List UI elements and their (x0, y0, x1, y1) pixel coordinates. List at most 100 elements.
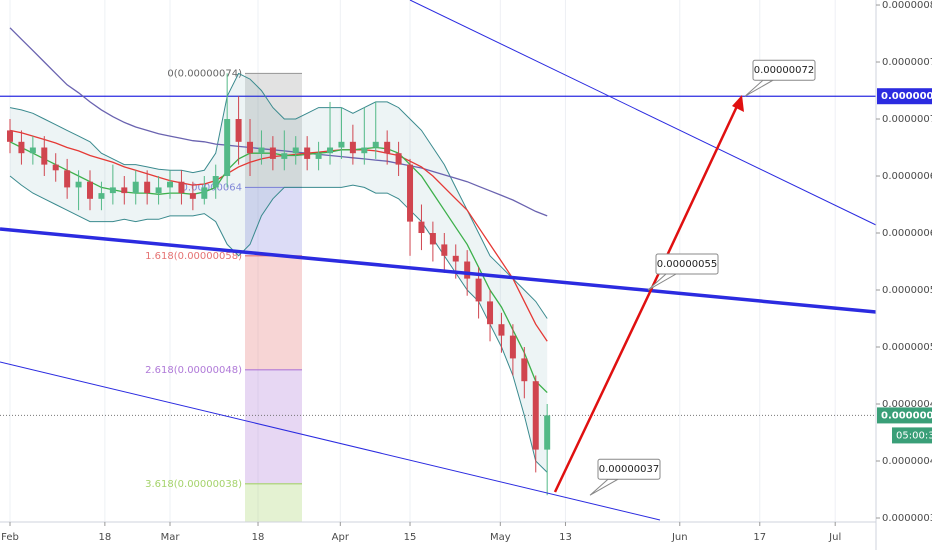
candle-body (75, 181, 82, 188)
candle-body (29, 147, 36, 154)
fib-zone (245, 369, 302, 484)
candle-body (384, 141, 391, 154)
x-axis-area (0, 522, 876, 550)
candle-body (52, 164, 59, 171)
fib-label: 1.618(0.00000058) (145, 251, 242, 262)
candle-body (258, 147, 265, 154)
candle-body (132, 181, 139, 194)
candle-body (224, 119, 231, 177)
candle-body (315, 153, 322, 159)
callout: 0.00000055 (647, 253, 719, 291)
x-tick-label: 13 (559, 532, 572, 543)
price-badge-label: 0.00000044 (881, 410, 932, 421)
price-badge (877, 88, 932, 105)
candle-body (338, 141, 345, 148)
trend-line (409, 0, 877, 226)
x-tick-label: Feb (1, 532, 19, 543)
callout-label: 0.00000055 (657, 259, 717, 270)
candle-body (407, 164, 414, 222)
candle-body (41, 147, 48, 165)
y-tick-label: 0.00000080 (882, 0, 932, 11)
callout-label: 0.00000037 (599, 464, 659, 475)
x-tick-label: Mar (161, 532, 181, 543)
candle-body (235, 119, 242, 142)
moving-average (9, 141, 548, 394)
moving-average (9, 27, 548, 217)
candle-body (201, 187, 208, 199)
fib-zone (245, 483, 302, 522)
countdown-badge (892, 427, 932, 444)
candle-body (269, 147, 276, 159)
fib-label: 2.618(0.00000048) (145, 365, 242, 376)
candle-body (87, 181, 94, 199)
y-tick-label: 0.00000060 (882, 228, 932, 239)
candle-body (292, 147, 299, 154)
y-axis-area (876, 0, 932, 550)
candle-body (349, 141, 356, 154)
candle-body (189, 193, 196, 199)
callout-label: 0.00000072 (754, 65, 814, 76)
countdown-label: 05:00:32 (896, 430, 932, 441)
x-tick-label: 18 (252, 532, 265, 543)
callout-box (597, 458, 661, 480)
arrow-head (732, 95, 744, 112)
candle-body (452, 255, 459, 262)
y-tick-label: 0.00000045 (882, 399, 932, 410)
fib-retracement: 0(0.00000074) 0.00000064 1.618(0.00000058)… (0, 68, 876, 522)
candle-body (429, 233, 436, 245)
y-tick-label: 0.00000075 (882, 57, 932, 68)
drawings (0, 0, 877, 521)
candle-body (475, 278, 482, 302)
candle-body (178, 181, 185, 194)
candle-body (418, 221, 425, 234)
fib-label: 3.618(0.00000038) (145, 479, 242, 490)
candle-body (521, 358, 528, 382)
candle-body (144, 181, 151, 194)
grid (9, 0, 836, 522)
candle-body (247, 141, 254, 154)
fib-zone (245, 73, 302, 188)
y-tick-label: 0.00000055 (882, 285, 932, 296)
y-tick-label: 0.00000035 (882, 513, 932, 524)
candle-body (98, 193, 105, 199)
candle-body (498, 324, 505, 336)
x-tick-label: Apr (332, 532, 350, 543)
x-tick-label: 18 (98, 532, 111, 543)
candle-body (372, 141, 379, 148)
candle-body (304, 147, 311, 159)
trend-line (0, 361, 661, 521)
price-badge (877, 407, 932, 424)
fib-label: 0(0.00000074) (167, 68, 242, 79)
candle-body (18, 141, 25, 154)
callout-box (752, 59, 816, 81)
x-tick-label: 17 (753, 532, 766, 543)
band-upper (9, 72, 548, 319)
fib-label: 0.00000064 (182, 182, 242, 193)
candles (7, 73, 551, 496)
candle-body (109, 187, 116, 194)
candle-body (64, 170, 71, 188)
candle-body (121, 187, 128, 194)
candle-body (327, 147, 334, 154)
y-tick-label: 0.00000065 (882, 171, 932, 182)
moving-average (9, 129, 548, 342)
trend-line (0, 227, 877, 314)
candle-body (509, 335, 516, 359)
x-tick-label: Jun (671, 532, 688, 543)
y-tick-label: 0.00000050 (882, 342, 932, 353)
band-lower (9, 175, 548, 473)
callout-box (655, 253, 719, 275)
callout: 0.00000037 (589, 458, 661, 496)
candle-body (464, 261, 471, 279)
callout: 0.00000072 (744, 59, 816, 97)
candle-body (395, 153, 402, 165)
x-tick-label: Jul (828, 532, 841, 543)
candle-body (167, 181, 174, 188)
x-tick-label: 15 (404, 532, 417, 543)
price-badge-label: 0.00000072 (881, 91, 932, 102)
forecast-arrow (553, 103, 740, 493)
candle-body (361, 147, 368, 154)
candle-body (487, 301, 494, 325)
